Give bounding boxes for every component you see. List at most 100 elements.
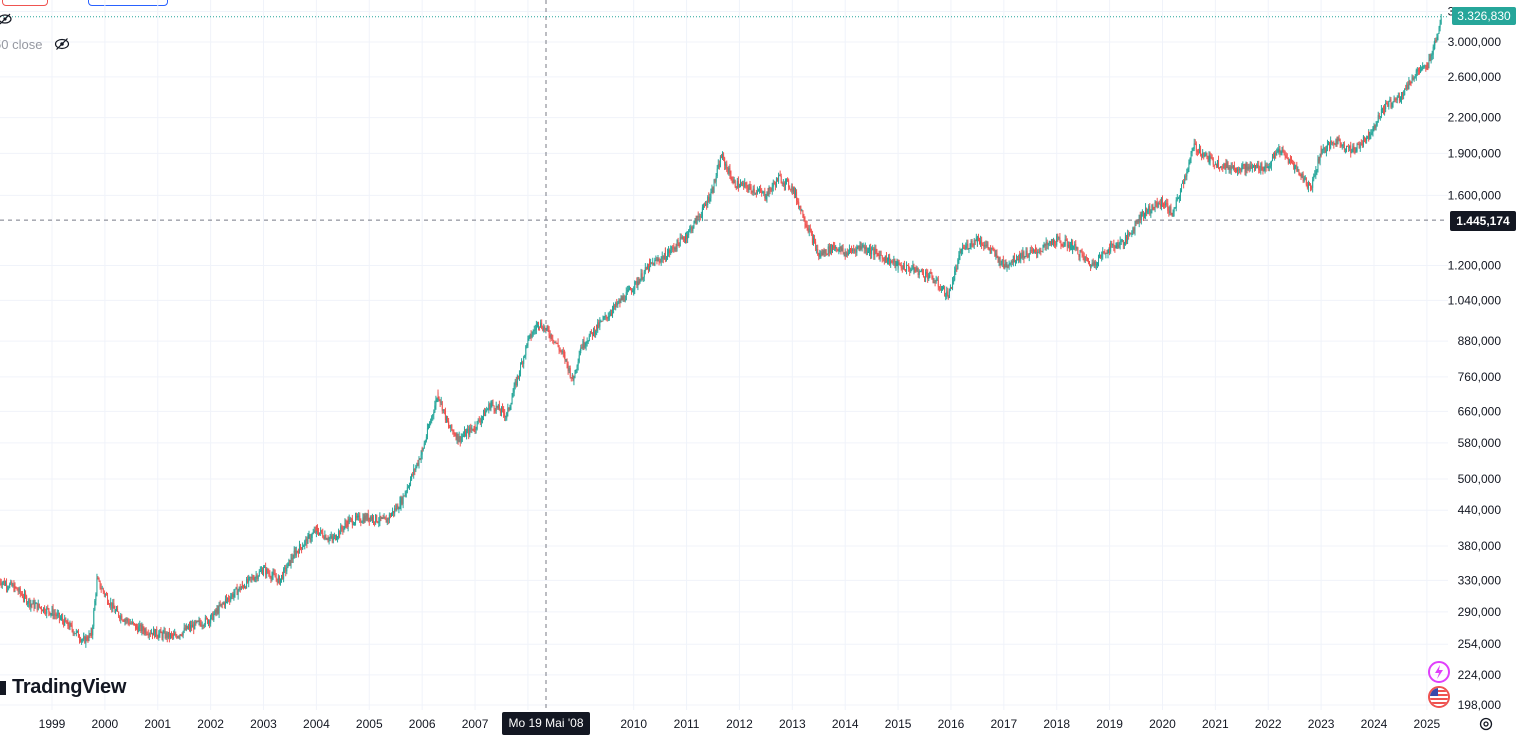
candle-body: [232, 594, 234, 598]
candle-body: [654, 260, 656, 266]
candle-body: [718, 163, 720, 168]
candle-body: [627, 289, 629, 291]
candle-body: [974, 239, 976, 242]
candle-body: [1244, 164, 1246, 172]
candle-body: [1188, 162, 1190, 169]
candle-body: [800, 206, 802, 212]
candle-body: [1214, 163, 1216, 166]
candle-body: [94, 600, 96, 611]
candle-body: [473, 430, 475, 432]
price-tick-label: 380,000: [1458, 539, 1502, 553]
candle-body: [1105, 252, 1107, 255]
us-flag-icon[interactable]: [1428, 686, 1450, 708]
candle-body: [678, 243, 680, 247]
candle-body: [1161, 201, 1163, 205]
candle-body: [133, 623, 135, 625]
candle-body: [603, 317, 605, 319]
candle-body: [952, 281, 954, 289]
candle-body: [242, 586, 244, 588]
candle-body: [548, 330, 550, 335]
candle-body: [583, 340, 585, 347]
candle-body: [765, 198, 767, 200]
candle-body: [497, 404, 499, 408]
year-tick-label: 2010: [620, 717, 647, 731]
candle-body: [825, 249, 827, 255]
toolbar-button-blue[interactable]: [88, 0, 168, 6]
candle-body: [359, 515, 361, 522]
lightning-icon[interactable]: [1428, 661, 1450, 683]
price-tick-label: 580,000: [1458, 436, 1502, 450]
toolbar-button-red[interactable]: [2, 0, 48, 6]
candle-body: [269, 573, 271, 577]
candle-body: [782, 182, 784, 184]
candle-body: [860, 247, 862, 249]
candle-body: [75, 631, 77, 634]
candle-body: [621, 298, 623, 301]
candle-body: [1179, 190, 1181, 197]
candle-body: [989, 248, 991, 250]
candle-body: [338, 531, 340, 537]
candle-body: [1333, 142, 1335, 145]
candle-body: [663, 256, 665, 260]
candle-body: [999, 257, 1001, 266]
candle-body: [431, 416, 433, 422]
candle-body: [163, 631, 165, 633]
candle-body: [15, 587, 17, 589]
candle-body: [1166, 203, 1168, 205]
candle-body: [263, 567, 265, 572]
candle-body: [788, 180, 790, 188]
candle-body: [764, 191, 766, 199]
top-eye-icon[interactable]: [0, 12, 12, 26]
candle-body: [1224, 164, 1226, 170]
candle-body: [904, 269, 906, 271]
candle-body: [786, 179, 788, 181]
candle-body: [452, 429, 454, 432]
tradingview-logo[interactable]: TradingView: [0, 676, 126, 699]
candle-body: [949, 287, 951, 289]
candle-body: [1416, 69, 1418, 72]
candle-body: [486, 410, 488, 412]
candle-body: [145, 629, 147, 634]
gear-icon[interactable]: [1478, 716, 1494, 732]
candle-body: [500, 407, 502, 413]
candle-body: [331, 538, 333, 540]
candle-body: [1291, 160, 1293, 164]
candle-body: [442, 409, 444, 411]
candle-body: [1310, 187, 1312, 189]
candle-body: [919, 270, 921, 272]
candle-body: [493, 405, 495, 410]
candle-body: [1415, 72, 1417, 77]
candle-body: [1082, 254, 1084, 256]
candle-body: [1439, 23, 1441, 28]
candle-body: [215, 610, 217, 613]
price-tick-label: 760,000: [1458, 370, 1502, 384]
candle-body: [1012, 255, 1014, 263]
candle-body: [321, 530, 323, 533]
candle-body: [896, 261, 898, 263]
candle-body: [631, 290, 633, 293]
candle-body: [311, 533, 313, 538]
candle-body: [1165, 203, 1167, 206]
candle-body: [963, 247, 965, 249]
candle-body: [746, 184, 748, 188]
candle-body: [715, 176, 717, 182]
price-axis[interactable]: 3.400,0003.000,0002.600,0002.200,0001.90…: [1448, 4, 1502, 712]
candle-body: [196, 620, 198, 623]
candle-body: [449, 426, 451, 429]
candle-body: [246, 579, 248, 588]
time-axis[interactable]: 1999200020012002200320042005200620072008…: [39, 717, 1441, 731]
eye-crossed-icon[interactable]: [54, 36, 70, 52]
candle-body: [582, 340, 584, 349]
candle-body: [647, 265, 649, 271]
year-tick-label: 2018: [1043, 717, 1070, 731]
candle-body: [617, 302, 619, 306]
candle-body: [994, 250, 996, 256]
candle-body: [54, 613, 56, 615]
candle-body: [1054, 239, 1056, 245]
candle-body: [172, 634, 174, 636]
candle-body: [238, 586, 240, 591]
candle-body: [911, 268, 913, 270]
candle-body: [571, 374, 573, 378]
candle-body: [393, 511, 395, 514]
